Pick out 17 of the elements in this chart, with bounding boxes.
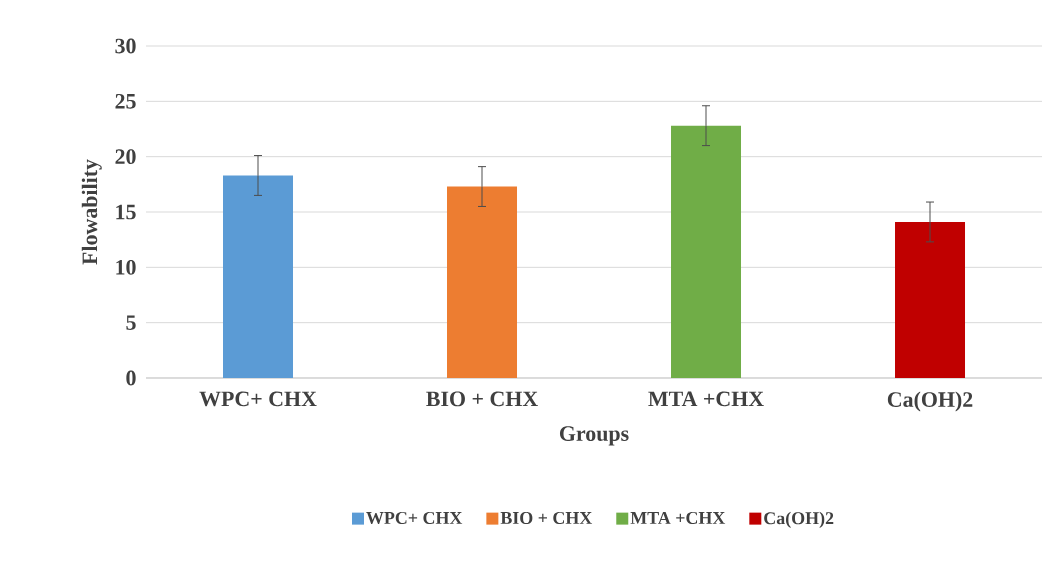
legend-label: Ca(OH)2 — [764, 511, 834, 528]
x-axis-title: Groups — [559, 426, 629, 446]
y-tick-label: 20 — [115, 149, 136, 165]
y-tick-label: 5 — [126, 315, 136, 330]
legend-label: WPC+ CHX — [366, 511, 463, 525]
legend-label: MTA +CHX — [630, 511, 726, 524]
x-tick-label: BIO + CHX — [426, 391, 538, 407]
legend-label: BIO + CHX — [500, 511, 593, 524]
y-tick-label: 15 — [116, 204, 136, 220]
y-tick-label: 30 — [115, 38, 136, 54]
x-tick-label: Ca(OH)2 — [887, 391, 973, 412]
x-tick-label: MTA +CHX — [648, 391, 764, 407]
y-tick-label: 0 — [126, 370, 136, 386]
y-tick-label: 25 — [115, 93, 136, 109]
x-tick-label: WPC+ CHX — [199, 391, 317, 407]
y-axis-title: Flowability — [81, 159, 102, 265]
y-tick-label: 10 — [116, 259, 136, 275]
